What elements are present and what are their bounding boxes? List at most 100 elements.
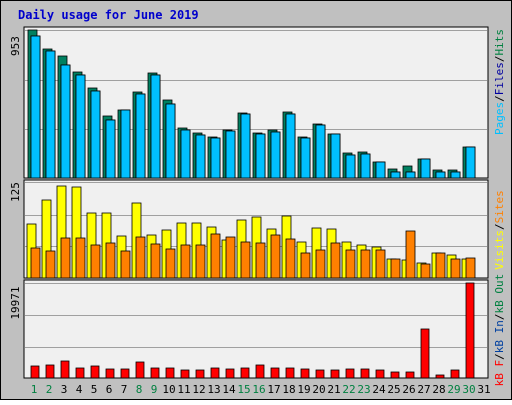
kb-f-bar <box>330 369 340 379</box>
pages-bar <box>165 103 176 179</box>
legend-separator: / <box>493 223 506 230</box>
x-tick-label: 10 <box>162 383 175 396</box>
x-tick-label: 22 <box>342 383 355 396</box>
x-tick-label: 25 <box>387 383 400 396</box>
sites-bar <box>135 236 146 279</box>
kb-f-bar <box>165 367 175 379</box>
x-tick-label: 23 <box>357 383 370 396</box>
kb-f-bar <box>210 367 220 379</box>
x-tick-label: 8 <box>136 383 143 396</box>
legend-separator: / <box>493 56 506 63</box>
legend-item: Pages <box>493 102 506 135</box>
legend-separator: / <box>493 95 506 102</box>
bottom-panel <box>23 279 489 379</box>
panel-legend: Visits/Sites <box>493 190 506 270</box>
legend-item: kB F <box>493 360 506 387</box>
pages-bar <box>45 50 56 179</box>
x-tick-label: 24 <box>372 383 386 396</box>
x-tick-label: 26 <box>402 383 415 396</box>
pages-bar <box>420 158 431 179</box>
sites-bar <box>300 252 311 279</box>
kb-f-bar <box>405 371 415 379</box>
kb-f-bar <box>45 364 55 379</box>
kb-f-bar <box>360 368 370 379</box>
kb-f-bar <box>195 369 205 379</box>
sites-bar <box>285 238 296 279</box>
x-tick-label: 31 <box>477 383 490 396</box>
pages-bar <box>345 154 356 179</box>
legend-text: kB F/kB In/kB Out <box>493 274 506 387</box>
x-tick-label: 18 <box>282 383 295 396</box>
pages-bar <box>285 113 296 179</box>
x-tick-label: 9 <box>151 383 158 396</box>
pages-bar <box>390 171 401 179</box>
kb-f-bar <box>285 367 295 379</box>
kb-f-bar <box>240 367 250 379</box>
sites-bar <box>360 249 371 279</box>
sites-bar <box>345 249 356 279</box>
x-tick-label: 21 <box>327 383 340 396</box>
sites-bar <box>450 258 461 279</box>
x-tick-label: 29 <box>447 383 460 396</box>
sites-bar <box>90 244 101 279</box>
pages-bar <box>360 153 371 179</box>
top-ymax-label: 953 <box>9 36 22 56</box>
x-tick-label: 17 <box>267 383 280 396</box>
legend-item: kB In <box>493 320 506 353</box>
pages-bar <box>210 137 221 179</box>
pages-bar <box>255 133 266 179</box>
sites-bar <box>30 247 41 279</box>
pages-bar <box>450 171 461 179</box>
sites-bar <box>150 243 161 279</box>
kb-f-bar <box>30 365 40 379</box>
pages-bar <box>135 93 146 179</box>
kb-f-bar <box>465 282 475 379</box>
pages-bar <box>405 171 416 179</box>
x-tick-label: 6 <box>106 383 113 396</box>
sites-bar <box>255 242 266 279</box>
x-tick-label: 14 <box>222 383 236 396</box>
pages-bar <box>120 109 131 179</box>
x-tick-label: 5 <box>91 383 98 396</box>
x-tick-label: 27 <box>417 383 430 396</box>
kb-f-bar <box>75 367 85 379</box>
legend-separator: / <box>493 353 506 360</box>
x-tick-label: 7 <box>121 383 128 396</box>
kb-f-bar <box>345 368 355 379</box>
sites-bar <box>375 249 386 279</box>
sites-bar <box>465 257 476 279</box>
pages-bar <box>195 134 206 179</box>
legend-item: Files <box>493 62 506 95</box>
kb-f-bar <box>435 374 445 379</box>
sites-bar <box>390 258 401 279</box>
legend-separator: / <box>493 313 506 320</box>
kb-f-bar <box>105 368 115 379</box>
x-tick-label: 11 <box>177 383 190 396</box>
sites-bar <box>420 263 431 279</box>
chart-title: Daily usage for June 2019 <box>18 8 199 22</box>
sites-bar <box>120 250 131 279</box>
sites-bar <box>225 236 236 279</box>
sites-bar <box>315 249 326 279</box>
sites-bar <box>210 233 221 279</box>
x-tick-label: 1 <box>31 383 38 396</box>
sites-bar <box>60 237 71 279</box>
sites-bar <box>165 248 176 279</box>
pages-bar <box>75 74 86 179</box>
kb-f-bar <box>315 369 325 379</box>
pages-bar <box>315 124 326 179</box>
x-tick-label: 30 <box>462 383 475 396</box>
legend-item: Sites <box>493 190 506 223</box>
pages-bar <box>300 137 311 179</box>
pages-bar <box>225 130 236 179</box>
sites-bar <box>405 230 416 279</box>
pages-bar <box>105 119 116 179</box>
x-tick-label: 13 <box>207 383 220 396</box>
pages-bar <box>435 171 446 179</box>
pages-bar <box>90 90 101 179</box>
kb-f-bar <box>225 368 235 379</box>
panel-legend: Pages/Files/Hits <box>493 29 506 135</box>
kb-f-bar <box>120 368 130 379</box>
x-axis-labels: 1 2 3 4 5 6 7 8 9 10 11 12 13 14 15 16 17 18 19 20 21 22 23 24 2… <box>31 383 491 396</box>
